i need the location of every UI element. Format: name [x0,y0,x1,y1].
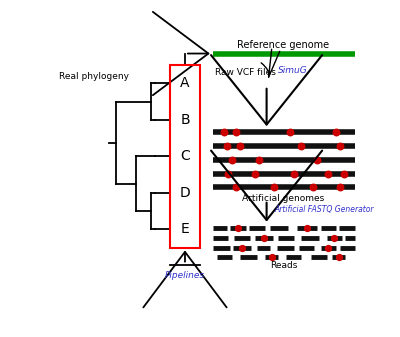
Text: Real phylogeny: Real phylogeny [59,72,129,81]
Bar [170,65,200,248]
Point [252,171,258,176]
Point [335,254,342,259]
Text: Artificial genomes: Artificial genomes [242,194,325,204]
Text: E: E [181,222,189,236]
Point [331,236,338,241]
Point [333,129,339,135]
Point [225,171,231,176]
Text: Reads: Reads [270,261,297,270]
Point [298,143,304,149]
Text: Pipelines: Pipelines [165,271,205,280]
Point [336,184,343,189]
Text: Artificial FASTQ Generator: Artificial FASTQ Generator [274,205,374,214]
Point [256,157,262,162]
Point [325,171,331,176]
Text: Raw VCF files: Raw VCF files [215,68,276,77]
Point [290,171,297,176]
Point [261,236,267,241]
Point [229,157,235,162]
Text: Reference genome: Reference genome [238,40,330,51]
Point [325,245,331,250]
Point [239,245,246,250]
Point [336,143,343,149]
Point [236,143,243,149]
Point [221,129,228,135]
Point [286,129,293,135]
Point [271,184,278,189]
Text: SimuG: SimuG [278,66,308,75]
Point [304,226,310,231]
Point [233,129,239,135]
Text: D: D [180,186,190,200]
Point [234,226,241,231]
Point [268,254,275,259]
Text: B: B [180,113,190,127]
Text: A: A [180,76,190,90]
Point [310,184,316,189]
Point [223,143,230,149]
Point [233,184,239,189]
Point [314,157,320,162]
Text: C: C [180,149,190,163]
Point [340,171,347,176]
